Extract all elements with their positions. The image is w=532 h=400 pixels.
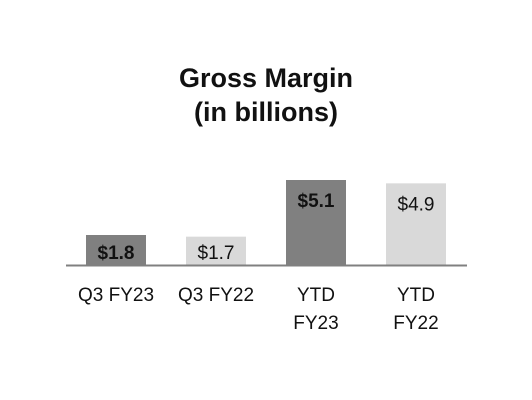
x-tick-label-1-line-0: Q3 FY22 <box>178 285 254 306</box>
bar-1 <box>186 236 246 265</box>
x-tick-label-0: Q3 FY23 <box>78 285 154 306</box>
bar-0 <box>86 235 146 265</box>
chart-title: Gross Margin <box>178 63 354 93</box>
bar-3 <box>386 183 446 265</box>
data-label-0: $1.8 <box>98 243 135 264</box>
x-tick-label-3-line-1: FY22 <box>393 313 438 334</box>
chart-subtitle: (in billions) <box>194 97 338 127</box>
x-tick-label-2-line-0: YTD <box>297 285 335 306</box>
data-label-2: $5.1 <box>298 191 335 212</box>
bar-2 <box>286 180 346 265</box>
x-tick-label-2-line-1: FY23 <box>293 313 338 334</box>
data-label-1: $1.7 <box>198 243 235 264</box>
x-tick-label-2: YTD FY23 <box>293 285 338 334</box>
x-tick-label-1: Q3 FY22 <box>178 285 254 306</box>
x-tick-label-3-line-0: YTD <box>397 285 435 306</box>
x-tick-label-3: YTD FY22 <box>393 285 438 334</box>
data-label-3: $4.9 <box>398 194 435 215</box>
x-tick-label-0-line-0: Q3 FY23 <box>78 285 154 306</box>
